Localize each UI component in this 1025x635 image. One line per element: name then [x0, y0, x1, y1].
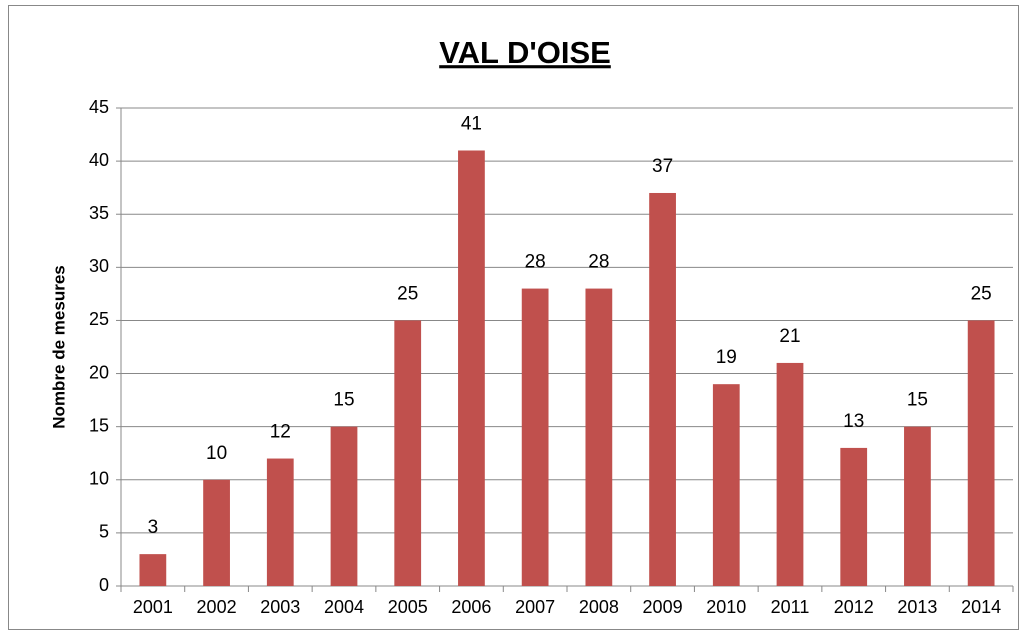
data-label: 25 — [397, 283, 418, 304]
data-label: 12 — [270, 422, 291, 443]
data-label: 19 — [716, 347, 737, 368]
data-label: 28 — [588, 252, 609, 273]
x-tick-label: 2004 — [324, 597, 364, 617]
x-tick-label: 2010 — [706, 597, 746, 617]
y-tick-label: 25 — [89, 309, 109, 329]
y-tick-label: 5 — [99, 522, 109, 542]
bar — [394, 320, 422, 586]
bar — [330, 426, 358, 586]
y-tick-label: 15 — [89, 415, 109, 435]
bar — [521, 288, 549, 586]
y-tick-label: 0 — [99, 575, 109, 595]
x-tick-label: 2002 — [197, 597, 237, 617]
data-label: 13 — [843, 411, 864, 432]
x-tick-label: 2007 — [515, 597, 555, 617]
bar — [458, 150, 485, 586]
bar — [712, 384, 740, 586]
bar — [776, 362, 804, 586]
bar — [649, 192, 676, 586]
y-tick-label: 20 — [89, 362, 109, 382]
bar — [967, 320, 995, 586]
chart-title: VAL D'OISE — [439, 35, 611, 70]
y-axis-label: Nombre de mesures — [49, 265, 68, 428]
bar — [904, 426, 931, 586]
y-tick-label: 45 — [89, 97, 109, 117]
bar — [840, 447, 868, 586]
y-tick-label: 35 — [89, 203, 109, 223]
x-tick-label: 2003 — [260, 597, 300, 617]
data-label: 3 — [148, 517, 159, 538]
data-label: 37 — [652, 156, 673, 177]
data-label: 21 — [779, 326, 800, 347]
x-tick-label: 2013 — [897, 597, 937, 617]
x-tick-label: 2009 — [643, 597, 683, 617]
x-tick-label: 2014 — [961, 597, 1001, 617]
bar — [266, 458, 294, 586]
data-label: 41 — [461, 114, 482, 135]
y-tick-label: 10 — [89, 469, 109, 489]
bar — [139, 554, 167, 586]
bar — [585, 288, 613, 586]
data-label: 15 — [907, 390, 928, 411]
x-tick-label: 2001 — [133, 597, 173, 617]
x-tick-label: 2012 — [834, 597, 874, 617]
x-tick-label: 2006 — [451, 597, 491, 617]
data-label: 10 — [206, 443, 227, 464]
x-tick-label: 2008 — [579, 597, 619, 617]
data-label: 15 — [333, 390, 354, 411]
y-tick-label: 40 — [89, 150, 109, 170]
bar — [203, 479, 230, 586]
x-tick-label: 2005 — [388, 597, 428, 617]
data-label: 25 — [971, 283, 992, 304]
x-tick-label: 2011 — [771, 597, 810, 617]
y-tick-label: 30 — [89, 256, 109, 276]
data-label: 28 — [525, 252, 546, 273]
